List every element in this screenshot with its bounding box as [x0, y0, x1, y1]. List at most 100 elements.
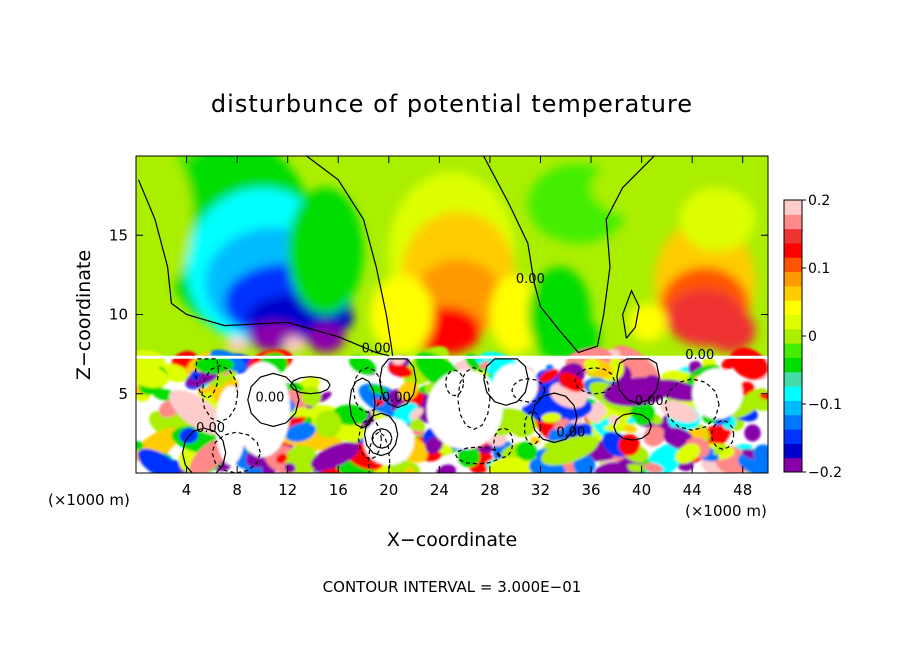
turbulent-patch [310, 442, 359, 471]
field-blob [628, 303, 667, 342]
contour-turbulent [613, 412, 652, 441]
x-tick-label: 36 [581, 481, 600, 499]
contour-turbulent [211, 431, 261, 473]
x-tick-label: 28 [480, 481, 499, 499]
field-blob [369, 274, 434, 355]
turbulent-patch [626, 463, 646, 473]
colorbar-swatch [784, 443, 802, 459]
turbulent-patch [753, 444, 768, 466]
turbulent-patch [553, 418, 569, 430]
contour-cool-channel [483, 156, 655, 354]
turbulent-patch [388, 363, 413, 378]
colorbar-swatch [784, 414, 802, 430]
turbulent-patch [404, 467, 415, 473]
turbulent-patch [603, 377, 670, 407]
x-unit-left: (×1000 m) [48, 491, 130, 509]
x-axis: 4 8 12 16 20 24 28 32 36 40 44 48 [182, 156, 752, 499]
contour-turbulent [531, 392, 578, 444]
x-unit-right: (×1000 m) [685, 502, 767, 520]
turbulent-patch [169, 390, 227, 436]
contour-interval-footer: CONTOUR INTERVAL = 3.000E−01 [323, 578, 582, 596]
x-axis-label: X−coordinate [387, 529, 517, 551]
turbulent-patch [530, 436, 541, 445]
colorbar-swatch [784, 300, 802, 316]
colorbar-tick-label: 0.2 [808, 193, 830, 209]
contour-turbulent [357, 418, 382, 461]
contour-label: 0.00 [196, 421, 225, 436]
contour-cold-left [137, 179, 389, 357]
colorbar-swatch [784, 357, 802, 373]
colorbar-swatch [784, 271, 802, 287]
turbulent-patch [185, 370, 218, 387]
turbulent-patch [744, 424, 761, 442]
turbulent-patch [595, 451, 610, 461]
contour-turbulent [455, 446, 501, 465]
turbulent-patch [608, 415, 619, 425]
x-tick-label: 32 [531, 481, 550, 499]
turbulent-patch [276, 453, 288, 464]
colorbar-swatch [784, 257, 802, 273]
turbulent-patch [515, 441, 538, 461]
y-axis: 5 10 15 [109, 226, 768, 403]
contour-turbulent [371, 428, 393, 449]
contour-label: 0.00 [256, 391, 285, 406]
x-tick-label: 12 [278, 481, 297, 499]
colorbar-swatch [784, 228, 802, 244]
field-blob [306, 324, 345, 353]
turbulent-patch [541, 412, 562, 423]
x-tick-label: 8 [232, 481, 242, 499]
turbulent-quiet-region [215, 385, 246, 466]
turbulent-patch [627, 417, 636, 425]
colorbar-swatch [784, 429, 802, 444]
contour-turbulent [457, 366, 491, 431]
turbulent-patch [541, 398, 553, 408]
contour-label: 0.00 [635, 394, 664, 409]
contour-turbulent [348, 377, 376, 429]
contour-turbulent [483, 358, 529, 406]
colorbar-swatch [784, 242, 802, 258]
contour-small-loop [621, 289, 640, 339]
turbulent-patch [731, 388, 768, 418]
turbulent-quiet-region [692, 368, 743, 420]
turbulent-quiet-region [234, 362, 291, 458]
turbulent-quiet-region [363, 417, 415, 466]
zero-contours: 0.00 0.00 0.00 0.00 0.00 0.00 0.00 0.00 [137, 156, 735, 473]
turbulent-patch [612, 345, 660, 385]
turbulent-patch [573, 454, 596, 473]
colorbar-swatch [784, 343, 802, 358]
colorbar-swatch [784, 457, 802, 473]
contour-turbulent [444, 369, 465, 397]
contour-turbulent [664, 378, 720, 431]
colorbar-swatch [784, 386, 802, 401]
x-tick-label: 48 [733, 481, 752, 499]
turbulent-patch [660, 400, 699, 423]
turbulent-quiet-region [492, 363, 538, 409]
contour-label: 0.00 [362, 342, 391, 357]
contour-turbulent [194, 358, 220, 399]
turbulent-patch [190, 370, 201, 381]
colorbar-swatch [784, 328, 802, 344]
x-tick-label: 4 [182, 481, 192, 499]
turbulent-patch [194, 355, 235, 374]
turbulent-patch [643, 462, 664, 473]
contour-turbulent [201, 365, 239, 423]
y-tick-label: 10 [109, 306, 128, 324]
turbulent-patch [598, 417, 612, 428]
contour-turbulent [378, 358, 417, 409]
field-blob [142, 156, 193, 283]
potential-temperature-field [136, 156, 768, 473]
field-blob [679, 187, 756, 252]
contour-turbulent [616, 358, 660, 404]
x-tick-label: 24 [430, 481, 449, 499]
field-blob [489, 274, 541, 355]
contour-turbulent [574, 366, 616, 395]
turbulent-patch [425, 436, 444, 454]
contour-label: 0.00 [556, 426, 585, 441]
turbulent-patch [594, 462, 629, 473]
y-axis-label: Z−coordinate [73, 250, 95, 380]
colorbar-tick-label: 0 [808, 329, 817, 345]
contour-label: 0.00 [685, 348, 714, 363]
contour-turbulent [181, 427, 227, 473]
